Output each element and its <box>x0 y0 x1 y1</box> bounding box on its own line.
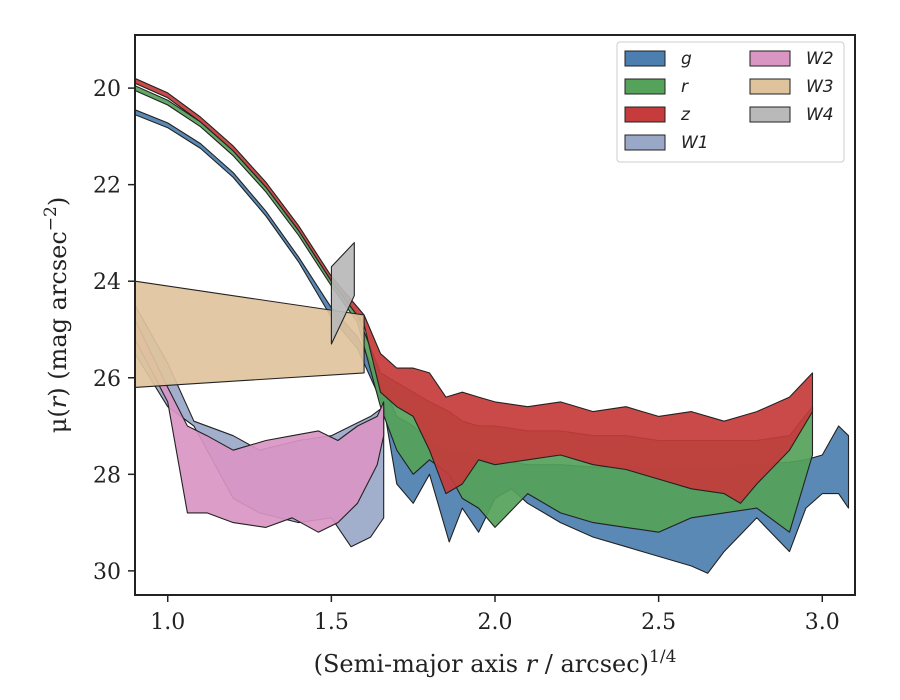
x-tick-label: 3.0 <box>805 610 840 635</box>
y-tick-label: 26 <box>93 367 121 392</box>
y-tick-label: 22 <box>93 174 121 199</box>
legend-swatch-W4 <box>749 106 791 123</box>
band-W4 <box>330 242 355 345</box>
band-z <box>135 77 814 504</box>
legend-label-W4: W4 <box>806 105 834 125</box>
legend-label-g: g <box>681 49 692 69</box>
legend-label-W3: W3 <box>806 77 834 97</box>
y-axis-label: μ(r) (mag arcsec−2) <box>41 197 72 434</box>
legend: grz W1 W2 W3 W4 <box>616 41 845 163</box>
x-axis-label: (Semi-major axis r / arcsec)1/4 <box>314 647 677 678</box>
legend-frame <box>616 41 845 163</box>
x-tick-label: 1.5 <box>314 610 349 635</box>
y-tick-label: 28 <box>93 463 121 488</box>
legend-label-z: z <box>680 105 691 125</box>
band-layer <box>135 77 850 574</box>
band-W3 <box>135 280 365 388</box>
legend-swatch-z <box>624 106 666 123</box>
legend-label-W2: W2 <box>806 49 834 69</box>
legend-swatch-g <box>624 50 666 67</box>
x-tick-label: 2.5 <box>641 610 676 635</box>
legend-label-W1: W1 <box>681 133 709 153</box>
legend-swatch-W1 <box>624 134 666 151</box>
band-W2 <box>135 319 385 533</box>
legend-label-r: r <box>681 77 689 97</box>
y-tick-label: 20 <box>93 77 121 102</box>
y-axis: 20 22 24 26 28 30 <box>93 77 135 585</box>
legend-swatch-r <box>624 78 666 95</box>
legend-swatch-W2 <box>749 50 791 67</box>
legend-swatch-W3 <box>749 78 791 95</box>
x-tick-label: 1.0 <box>150 610 185 635</box>
y-tick-label: 24 <box>93 270 121 295</box>
x-axis: 1.0 1.5 2.0 2.5 3.0 <box>150 595 840 635</box>
y-tick-label: 30 <box>93 560 121 585</box>
x-tick-label: 2.0 <box>478 610 513 635</box>
